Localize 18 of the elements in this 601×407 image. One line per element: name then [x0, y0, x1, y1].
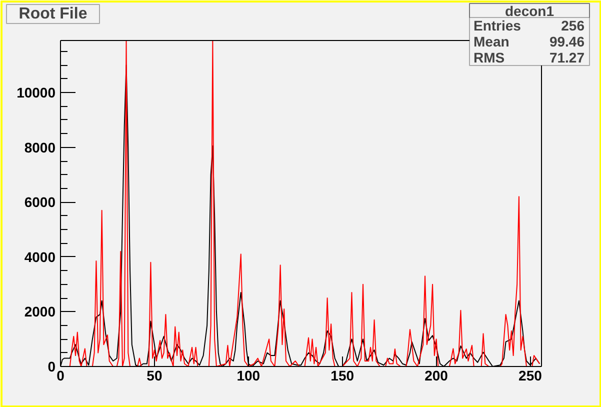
- chart-title: Root File: [18, 6, 88, 22]
- text: Entries: [474, 18, 522, 34]
- y-tick-label: 8000: [24, 139, 56, 156]
- text: 256: [561, 18, 585, 34]
- annotation: RMS: [474, 50, 505, 66]
- text: decon1: [504, 3, 554, 19]
- x-tick-label: 50: [146, 368, 162, 384]
- x-tick-label: 150: [330, 368, 354, 384]
- text: 71.27: [549, 50, 585, 66]
- x-tick-label: 100: [236, 368, 260, 384]
- y-tick-label: 4000: [24, 248, 56, 265]
- y-tick-label: 6000: [24, 194, 56, 210]
- text: 99.46: [549, 34, 585, 50]
- x-tick-label: 200: [424, 368, 448, 384]
- annotation: Mean: [474, 34, 510, 50]
- x-tick-label: 250: [518, 368, 542, 384]
- y-tick-label: 10000: [16, 84, 56, 101]
- y-tick-label: 2000: [24, 304, 56, 320]
